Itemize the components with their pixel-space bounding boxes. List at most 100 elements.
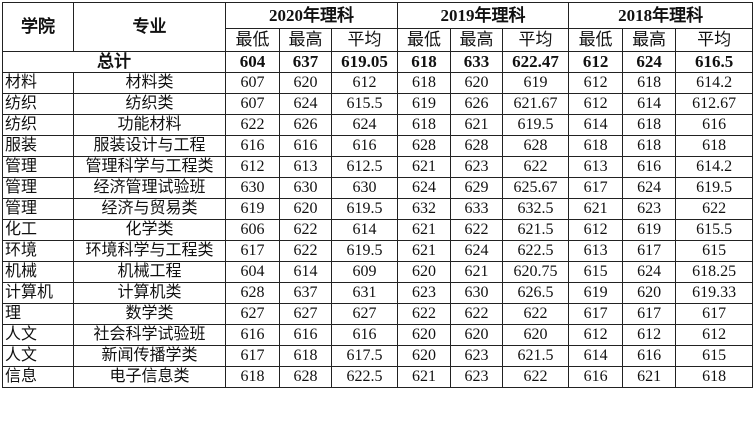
score: 612 [568, 72, 624, 94]
sub-header: 最低 [397, 28, 452, 52]
college: 管理 [2, 177, 74, 199]
score: 620 [502, 324, 570, 346]
data-row: 理数学类 627 627 627 622 622 622 617 617 617 [2, 303, 754, 325]
score: 616 [225, 135, 280, 157]
score: 612 [225, 156, 280, 178]
total-value: 624 [622, 51, 677, 73]
score: 615.5 [330, 93, 399, 115]
score: 622 [450, 303, 504, 325]
score: 625.67 [502, 177, 570, 199]
score: 622 [450, 219, 504, 241]
score: 632.5 [502, 198, 570, 220]
score: 622.5 [502, 240, 570, 262]
major: 机械工程 [73, 261, 226, 283]
score: 618 [675, 135, 754, 157]
header-row: 学院 专业 2020年理科 2019年理科 2018年理科 [2, 2, 754, 52]
sub-header: 最高 [622, 28, 677, 52]
table-body: 总计 604 637 619.05 618 633 622.47 612 624 616.5 材料材… [2, 51, 754, 388]
college: 管理 [2, 156, 74, 178]
score: 612 [675, 324, 754, 346]
college: 服装 [2, 135, 74, 157]
college: 人文 [2, 324, 74, 346]
score: 619 [568, 282, 624, 304]
score: 616 [622, 156, 677, 178]
sub-header: 最低 [225, 28, 280, 52]
score: 622 [502, 366, 570, 388]
major: 新闻传播学类 [73, 345, 226, 367]
score: 614 [622, 93, 677, 115]
score: 620 [279, 72, 332, 94]
score: 612.5 [330, 156, 399, 178]
major: 社会科学试验班 [73, 324, 226, 346]
major-header: 专业 [73, 2, 226, 52]
score: 621.5 [502, 345, 570, 367]
score: 620 [397, 324, 452, 346]
score: 612 [568, 219, 624, 241]
score: 620 [450, 72, 504, 94]
score: 620.75 [502, 261, 570, 283]
score: 631 [330, 282, 399, 304]
score: 630 [225, 177, 280, 199]
score: 624 [622, 177, 677, 199]
score: 630 [330, 177, 399, 199]
score: 619 [397, 93, 452, 115]
score: 622 [502, 303, 570, 325]
score: 622 [675, 198, 754, 220]
sub-header: 最低 [568, 28, 624, 52]
score: 622.5 [330, 366, 399, 388]
score: 626 [279, 114, 332, 136]
score: 623 [397, 282, 452, 304]
score: 616 [279, 324, 332, 346]
data-row: 信息 电子信息类 618 628 622.5 621 623 622 616 621 618 [2, 366, 754, 388]
score: 620 [279, 198, 332, 220]
score: 637 [279, 282, 332, 304]
data-row: 纺织 纺织类 607 624 615.5 619 626 621.67 612 614 612.67 [2, 93, 754, 115]
score: 613 [279, 156, 332, 178]
score: 614.2 [675, 72, 754, 94]
year-header: 2020年理科 [224, 2, 399, 29]
major: 化学类 [73, 219, 226, 241]
college: 信息 [2, 366, 74, 388]
score: 617 [225, 240, 280, 262]
score: 623 [450, 345, 504, 367]
score: 617 [622, 303, 677, 325]
major: 纺织类 [73, 93, 226, 115]
score: 630 [450, 282, 504, 304]
data-row: 管理 经济与贸易类 619 620 619.5 632 633 632.5 621 623 622 [2, 198, 754, 220]
major: 材料类 [73, 72, 226, 94]
score: 621.5 [502, 219, 570, 241]
data-row: 化工 化学类 606 622 614 621 622 621.5 612 619 615.5 [2, 219, 754, 241]
score: 617 [675, 303, 754, 325]
major: 功能材料 [73, 114, 226, 136]
score: 619 [622, 219, 677, 241]
sub-header: 最高 [450, 28, 504, 52]
score: 619.33 [675, 282, 754, 304]
score: 628 [397, 135, 452, 157]
score: 614 [279, 261, 332, 283]
score: 618 [397, 72, 452, 94]
score: 617 [568, 303, 624, 325]
score: 615 [675, 240, 754, 262]
score: 621 [568, 198, 624, 220]
year-header: 2019年理科 [397, 2, 570, 29]
score: 616 [330, 324, 399, 346]
score: 620 [397, 345, 452, 367]
score: 624 [622, 261, 677, 283]
major: 电子信息类 [73, 366, 226, 388]
score: 612.67 [675, 93, 754, 115]
score: 619.5 [675, 177, 754, 199]
score: 628 [279, 366, 332, 388]
score: 632 [397, 198, 452, 220]
college: 计算机 [2, 282, 74, 304]
score: 620 [397, 261, 452, 283]
table-header: 学院 专业 2020年理科 2019年理科 2018年理科 最低 最高 平均 最低 最高 平均 最低最… [2, 2, 754, 52]
score: 617 [622, 240, 677, 262]
major: 数学类 [73, 303, 226, 325]
score: 612 [622, 324, 677, 346]
score: 622 [397, 303, 452, 325]
score: 613 [568, 240, 624, 262]
score: 617.5 [330, 345, 399, 367]
score: 612 [568, 324, 624, 346]
score: 630 [279, 177, 332, 199]
score: 615 [568, 261, 624, 283]
